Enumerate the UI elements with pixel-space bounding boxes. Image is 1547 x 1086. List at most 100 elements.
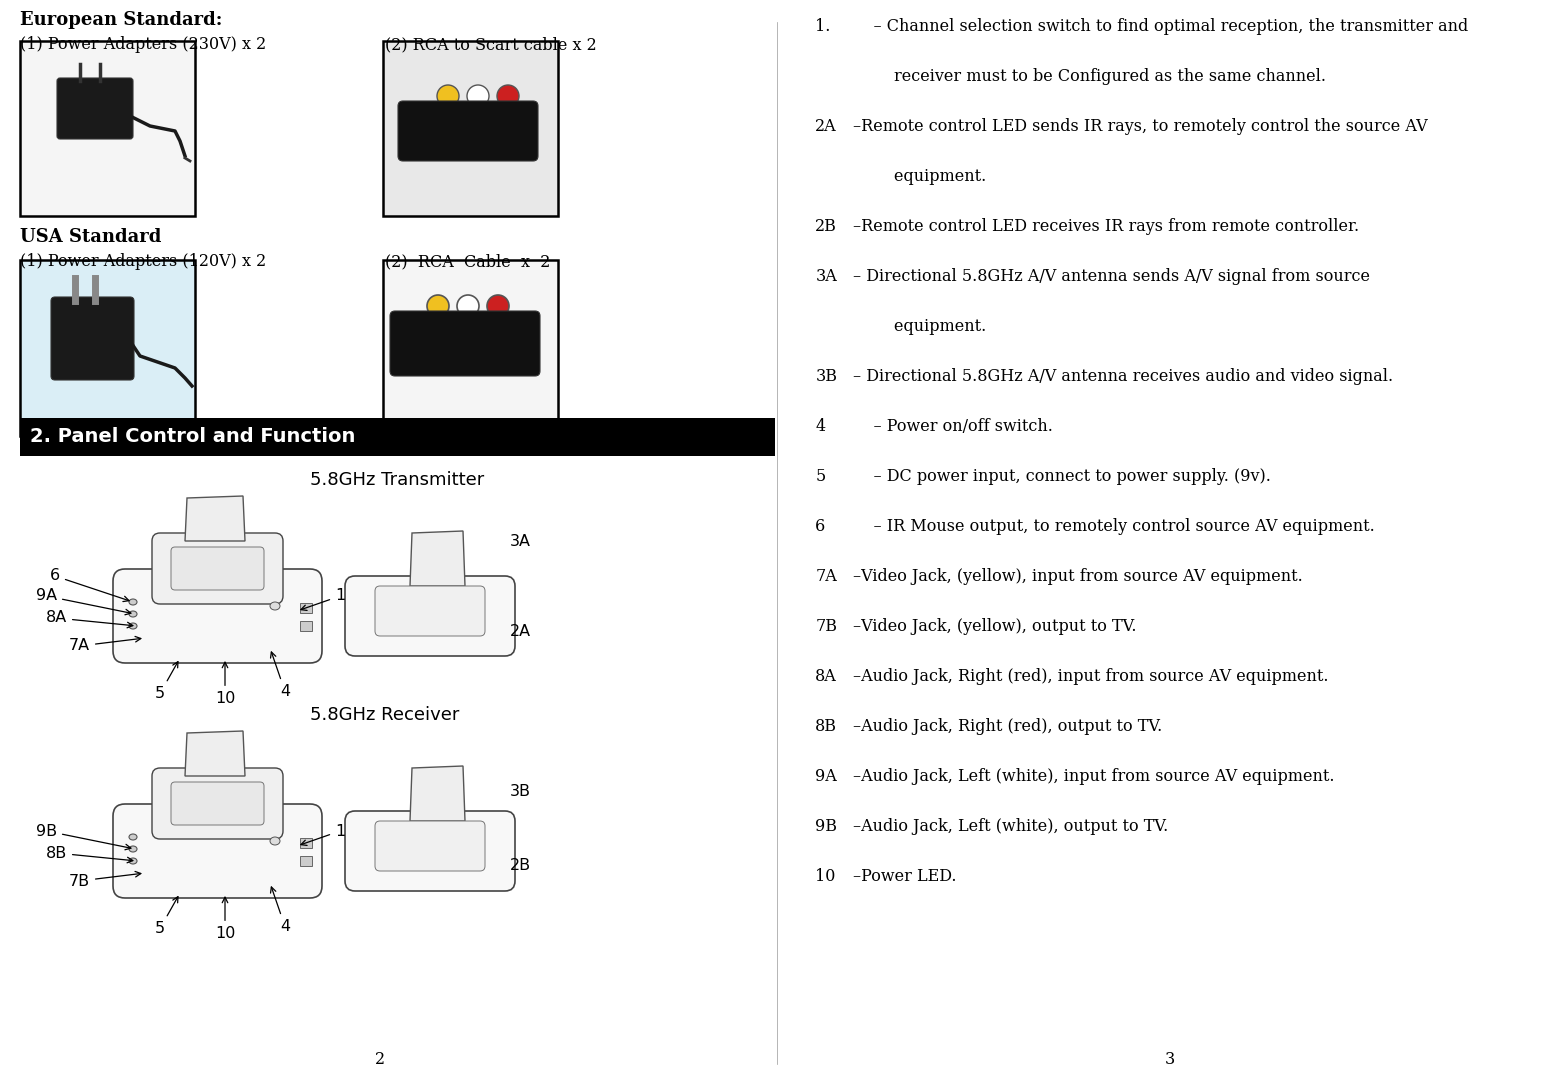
Text: 5: 5 bbox=[155, 661, 178, 700]
Text: 3: 3 bbox=[1165, 1051, 1176, 1068]
Text: –Remote control LED receives IR rays from remote controller.: –Remote control LED receives IR rays fro… bbox=[854, 218, 1360, 235]
Text: – Directional 5.8GHz A/V antenna sends A/V signal from source: – Directional 5.8GHz A/V antenna sends A… bbox=[854, 268, 1371, 285]
Text: 10: 10 bbox=[215, 897, 235, 940]
Text: (1) Power Adapters (230V) x 2: (1) Power Adapters (230V) x 2 bbox=[20, 36, 266, 53]
Text: 7B: 7B bbox=[815, 618, 837, 635]
Text: 6: 6 bbox=[815, 518, 826, 535]
Text: 10: 10 bbox=[215, 662, 235, 706]
FancyBboxPatch shape bbox=[398, 101, 538, 161]
Text: –Remote control LED sends IR rays, to remotely control the source AV: –Remote control LED sends IR rays, to re… bbox=[854, 118, 1428, 135]
Text: – Directional 5.8GHz A/V antenna receives audio and video signal.: – Directional 5.8GHz A/V antenna receive… bbox=[854, 368, 1394, 386]
Text: 1.: 1. bbox=[815, 18, 831, 35]
Ellipse shape bbox=[271, 837, 280, 845]
FancyBboxPatch shape bbox=[172, 547, 265, 590]
FancyBboxPatch shape bbox=[345, 576, 515, 656]
Polygon shape bbox=[410, 531, 466, 586]
Text: 9B: 9B bbox=[36, 823, 131, 849]
Ellipse shape bbox=[467, 85, 489, 108]
Ellipse shape bbox=[271, 602, 280, 610]
Text: equipment.: equipment. bbox=[854, 318, 987, 334]
Ellipse shape bbox=[128, 834, 138, 839]
Text: 5.8GHz Receiver: 5.8GHz Receiver bbox=[309, 706, 459, 724]
FancyBboxPatch shape bbox=[113, 804, 322, 898]
Text: 3A: 3A bbox=[511, 533, 531, 548]
Ellipse shape bbox=[128, 846, 138, 853]
Text: – DC power input, connect to power supply. (9v).: – DC power input, connect to power suppl… bbox=[854, 468, 1272, 485]
Text: 9A: 9A bbox=[36, 589, 131, 615]
Text: (1) Power Adapters (120V) x 2: (1) Power Adapters (120V) x 2 bbox=[20, 253, 266, 270]
Ellipse shape bbox=[456, 295, 480, 317]
Text: –Audio Jack, Left (white), input from source AV equipment.: –Audio Jack, Left (white), input from so… bbox=[854, 768, 1335, 785]
Bar bbox=[20, 41, 195, 216]
Text: 4: 4 bbox=[271, 887, 291, 934]
Text: 9A: 9A bbox=[815, 768, 837, 785]
Ellipse shape bbox=[128, 611, 138, 617]
Text: 1: 1 bbox=[302, 589, 345, 610]
Text: 2. Panel Control and Function: 2. Panel Control and Function bbox=[29, 428, 356, 446]
FancyBboxPatch shape bbox=[374, 821, 486, 871]
Ellipse shape bbox=[436, 85, 459, 108]
Text: 10: 10 bbox=[815, 868, 835, 885]
FancyBboxPatch shape bbox=[51, 296, 135, 380]
Bar bbox=[20, 418, 775, 456]
Text: 8B: 8B bbox=[46, 846, 133, 862]
Bar bbox=[300, 621, 312, 631]
Text: –Audio Jack, Right (red), output to TV.: –Audio Jack, Right (red), output to TV. bbox=[854, 718, 1162, 735]
Polygon shape bbox=[186, 731, 244, 776]
Text: (2)  RCA  Cable  x  2: (2) RCA Cable x 2 bbox=[385, 253, 551, 270]
Text: 3B: 3B bbox=[815, 368, 837, 386]
Text: 1: 1 bbox=[302, 823, 345, 845]
FancyBboxPatch shape bbox=[374, 586, 486, 636]
Ellipse shape bbox=[427, 295, 449, 317]
Text: 5: 5 bbox=[155, 897, 178, 936]
Text: USA Standard: USA Standard bbox=[20, 228, 161, 247]
Text: 8A: 8A bbox=[815, 668, 837, 685]
Bar bbox=[20, 260, 195, 435]
FancyBboxPatch shape bbox=[152, 768, 283, 839]
Ellipse shape bbox=[497, 85, 518, 108]
Text: – Channel selection switch to find optimal reception, the transmitter and: – Channel selection switch to find optim… bbox=[854, 18, 1468, 35]
Text: 7A: 7A bbox=[70, 636, 141, 654]
Text: –Video Jack, (yellow), input from source AV equipment.: –Video Jack, (yellow), input from source… bbox=[854, 568, 1303, 585]
Text: 2B: 2B bbox=[815, 218, 837, 235]
Ellipse shape bbox=[128, 858, 138, 864]
Polygon shape bbox=[410, 766, 466, 821]
Text: 7A: 7A bbox=[815, 568, 837, 585]
FancyBboxPatch shape bbox=[152, 533, 283, 604]
Text: – Power on/off switch.: – Power on/off switch. bbox=[854, 418, 1054, 435]
Text: 2A: 2A bbox=[815, 118, 837, 135]
Polygon shape bbox=[186, 496, 244, 541]
FancyBboxPatch shape bbox=[172, 782, 265, 825]
Ellipse shape bbox=[128, 599, 138, 605]
Bar bbox=[300, 603, 312, 613]
Bar bbox=[384, 41, 558, 216]
Bar bbox=[384, 260, 558, 435]
FancyBboxPatch shape bbox=[345, 811, 515, 891]
Text: 2B: 2B bbox=[511, 859, 531, 873]
Text: 8A: 8A bbox=[46, 610, 133, 628]
Text: 9B: 9B bbox=[815, 818, 837, 835]
Text: –Power LED.: –Power LED. bbox=[854, 868, 956, 885]
Text: – IR Mouse output, to remotely control source AV equipment.: – IR Mouse output, to remotely control s… bbox=[854, 518, 1375, 535]
Text: 6: 6 bbox=[50, 568, 128, 602]
Text: –Video Jack, (yellow), output to TV.: –Video Jack, (yellow), output to TV. bbox=[854, 618, 1137, 635]
Text: 3B: 3B bbox=[511, 783, 531, 798]
Text: 7B: 7B bbox=[70, 871, 141, 888]
Text: 2: 2 bbox=[374, 1051, 385, 1068]
FancyBboxPatch shape bbox=[113, 569, 322, 662]
Bar bbox=[300, 856, 312, 866]
Text: 4: 4 bbox=[271, 652, 291, 699]
Text: 5: 5 bbox=[815, 468, 826, 485]
Ellipse shape bbox=[128, 623, 138, 629]
Text: receiver must to be Configured as the same channel.: receiver must to be Configured as the sa… bbox=[854, 68, 1326, 85]
Text: –Audio Jack, Left (white), output to TV.: –Audio Jack, Left (white), output to TV. bbox=[854, 818, 1168, 835]
Text: European Standard:: European Standard: bbox=[20, 11, 223, 29]
Text: 5.8GHz Transmitter: 5.8GHz Transmitter bbox=[309, 471, 484, 489]
Ellipse shape bbox=[487, 295, 509, 317]
Text: –Audio Jack, Right (red), input from source AV equipment.: –Audio Jack, Right (red), input from sou… bbox=[854, 668, 1329, 685]
Text: (2) RCA to Scart cable x 2: (2) RCA to Scart cable x 2 bbox=[385, 36, 597, 53]
FancyBboxPatch shape bbox=[57, 78, 133, 139]
Bar bbox=[300, 838, 312, 848]
Text: 2A: 2A bbox=[511, 623, 531, 639]
Text: 8B: 8B bbox=[815, 718, 837, 735]
